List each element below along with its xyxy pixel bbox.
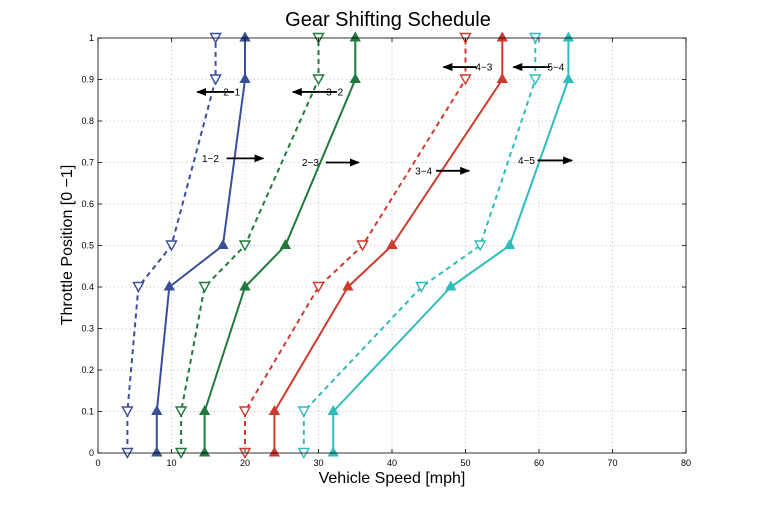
data-point-down-triangle (238, 406, 252, 418)
data-point-down-triangle (198, 281, 211, 293)
shift-annotation-5: 1−2 (202, 154, 265, 165)
data-point-down-triangle (312, 74, 325, 86)
shift-label: 5−4 (547, 63, 564, 74)
y-tick-label: 0.8 (81, 116, 94, 126)
y-tick-label: 0.5 (81, 241, 94, 251)
y-tick-label: 0.3 (81, 324, 94, 334)
annotation-layer: 2−1 3−2 4−3 5−4 1−2 2−3 3−4 4−5 (196, 63, 574, 177)
x-tick-label: 70 (607, 458, 617, 468)
series-line (155, 38, 246, 453)
y-tick-label: 0.2 (81, 365, 94, 375)
data-point-down-triangle (209, 74, 222, 86)
y-tick-label: 0.4 (81, 282, 94, 292)
data-point-up-triangle (342, 280, 354, 291)
data-point-down-triangle (474, 240, 487, 252)
shift-label: 1−2 (202, 154, 219, 165)
shift-label: 2−3 (302, 158, 319, 169)
shift-label: 2−1 (223, 87, 240, 98)
axis-ticks: 0 10 20 30 40 50 60 70 80 0 0.1 0.2 0.3 0.4 0.5 0.6 0.7 0… (81, 33, 691, 468)
series-line (203, 38, 357, 453)
data-point-up-triangle (279, 238, 292, 249)
series-2-upshift-solid (151, 31, 251, 457)
series-line (180, 38, 320, 453)
shift-annotation-3: 4−3 (442, 63, 493, 74)
series-line (332, 38, 570, 453)
data-point-up-triangle (386, 238, 398, 249)
data-point-down-triangle (297, 406, 310, 418)
shift-annotation-2: 3−2 (291, 87, 344, 98)
data-point-up-triangle (349, 72, 361, 83)
data-point-up-triangle (503, 238, 516, 249)
shift-annotation-1: 2−1 (196, 87, 241, 98)
series-7-downshift-dashed (297, 32, 542, 459)
data-point-up-triangle (445, 280, 457, 291)
data-point-down-triangle (165, 240, 178, 252)
y-tick-label: 0.6 (81, 199, 94, 209)
series-layer (121, 31, 575, 459)
data-point-down-triangle (174, 406, 188, 418)
x-tick-label: 0 (95, 458, 100, 468)
y-axis-label: Throttle Position [0 −1] (59, 165, 76, 326)
y-tick-label: 0.7 (81, 158, 94, 168)
series-line (244, 38, 467, 453)
data-point-up-triangle (349, 31, 361, 42)
data-point-up-triangle (327, 404, 339, 415)
data-point-up-triangle (151, 404, 163, 415)
shift-label: 3−2 (326, 87, 343, 98)
x-tick-label: 10 (166, 458, 176, 468)
shift-label: 4−5 (518, 156, 535, 167)
series-4-upshift-solid (198, 31, 361, 457)
data-point-up-triangle (562, 31, 575, 42)
x-tick-label: 80 (681, 458, 691, 468)
chart-title: Gear Shifting Schedule (285, 9, 491, 31)
data-point-up-triangle (239, 280, 251, 291)
data-point-up-triangle (496, 31, 508, 42)
data-point-up-triangle (268, 404, 281, 415)
data-point-down-triangle (529, 74, 542, 86)
data-point-down-triangle (312, 281, 325, 293)
data-point-down-triangle (238, 240, 252, 252)
data-point-down-triangle (415, 281, 428, 293)
x-axis-label: Vehicle Speed [mph] (319, 470, 466, 487)
data-point-up-triangle (562, 72, 575, 83)
data-point-up-triangle (198, 446, 211, 457)
x-tick-label: 60 (534, 458, 544, 468)
shift-annotation-4: 5−4 (512, 63, 565, 74)
series-6-upshift-solid (268, 31, 508, 457)
shift-label: 4−3 (475, 63, 492, 74)
shift-annotation-7: 3−4 (415, 166, 471, 177)
series-8-upshift-solid (327, 31, 575, 457)
shift-label: 3−4 (415, 166, 432, 177)
data-point-up-triangle (151, 446, 163, 457)
x-tick-label: 40 (387, 458, 397, 468)
data-point-up-triangle (327, 446, 339, 457)
y-tick-label: 0 (89, 448, 94, 458)
series-line (126, 38, 217, 453)
x-tick-label: 30 (313, 458, 323, 468)
x-tick-label: 20 (240, 458, 250, 468)
y-tick-label: 0.1 (81, 407, 94, 417)
data-point-up-triangle (268, 446, 281, 457)
y-tick-label: 1 (89, 33, 94, 43)
shift-annotation-6: 2−3 (302, 158, 360, 169)
data-point-up-triangle (217, 238, 229, 249)
shift-annotation-8: 4−5 (518, 156, 574, 167)
data-point-down-triangle (459, 74, 472, 86)
x-tick-label: 50 (460, 458, 470, 468)
series-line (273, 38, 504, 453)
data-point-down-triangle (121, 406, 134, 418)
data-point-down-triangle (356, 240, 369, 252)
data-point-up-triangle (198, 404, 211, 415)
y-tick-label: 0.9 (81, 75, 94, 85)
data-point-down-triangle (132, 281, 145, 293)
data-point-up-triangle (239, 72, 251, 83)
data-point-up-triangle (163, 280, 175, 291)
data-point-up-triangle (496, 72, 508, 83)
